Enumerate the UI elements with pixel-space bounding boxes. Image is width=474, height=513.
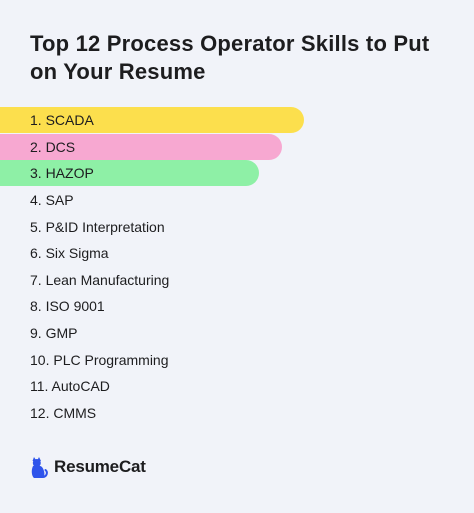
skill-item-sap: 4. SAP	[0, 187, 169, 214]
skill-item-pid: 5. P&ID Interpretation	[0, 213, 169, 240]
skill-list: 1. SCADA 2. DCS 3. HAZOP 4. SAP 5. P&ID …	[0, 107, 304, 427]
skill-item-scada: 1. SCADA	[0, 107, 304, 134]
skill-item-plc: 10. PLC Programming	[0, 346, 169, 373]
skill-label: 1. SCADA	[30, 112, 94, 129]
skill-label: 2. DCS	[30, 138, 76, 155]
skill-label: 12. CMMS	[30, 404, 97, 421]
skill-item-gmp: 9. GMP	[0, 320, 169, 347]
skill-label: 10. PLC Programming	[30, 351, 169, 368]
skill-item-six-sigma: 6. Six Sigma	[0, 240, 169, 267]
page-title: Top 12 Process Operator Skills to Put on…	[30, 31, 430, 84]
skill-label: 4. SAP	[30, 192, 74, 209]
skill-label: 5. P&ID Interpretation	[30, 218, 165, 235]
skill-item-cmms: 12. CMMS	[0, 400, 169, 427]
skill-item-autocad: 11. AutoCAD	[0, 373, 169, 400]
brand-name: ResumeCat	[54, 457, 146, 476]
skill-item-lean: 7. Lean Manufacturing	[0, 267, 169, 294]
highlight-bar	[0, 107, 304, 133]
skill-label: 11. AutoCAD	[30, 378, 110, 395]
highlight-bar	[0, 133, 282, 160]
skill-label: 7. Lean Manufacturing	[30, 271, 170, 288]
skill-label: 6. Six Sigma	[30, 245, 109, 262]
skill-item-dcs: 2. DCS	[0, 133, 282, 161]
brand-logo[interactable]: ResumeCat	[30, 455, 146, 479]
skill-label: 8. ISO 9001	[30, 298, 105, 315]
skill-item-hazop: 3. HAZOP	[0, 160, 259, 187]
cat-icon	[30, 455, 48, 479]
skill-label: 3. HAZOP	[30, 165, 94, 182]
skill-label: 9. GMP	[30, 325, 78, 342]
highlight-bar	[0, 160, 259, 187]
skill-item-iso: 8. ISO 9001	[0, 293, 169, 320]
